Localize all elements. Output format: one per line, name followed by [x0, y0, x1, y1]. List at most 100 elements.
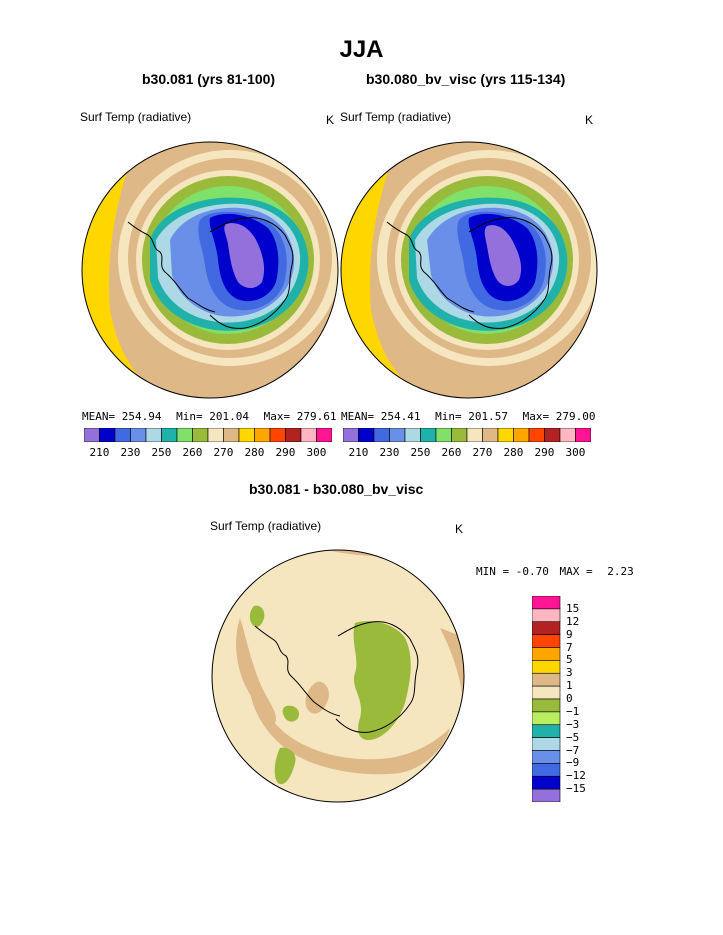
diff-polar-map	[211, 549, 465, 803]
diff-band-1-inland	[305, 681, 329, 714]
colorbar-cell	[532, 660, 561, 674]
panel-1-variable-label: Surf Temp (radiative)	[80, 110, 192, 124]
max-label: MAX =	[559, 565, 593, 578]
colorbar-cell	[532, 634, 561, 648]
colorbar-cell	[532, 711, 561, 726]
colorbar-tick-label: 250	[410, 446, 431, 459]
map-coastline	[254, 621, 419, 733]
diff-band-neg1-continent	[353, 621, 411, 741]
colorbar-cell	[559, 428, 576, 442]
colorbar-cell	[99, 428, 116, 442]
map-boundary	[211, 549, 465, 803]
colorbar-tick-label: 230	[379, 446, 400, 459]
colorbar-cell	[300, 428, 317, 442]
colorbar-cell	[532, 775, 561, 790]
colorbar-cell	[435, 428, 452, 442]
map-boundary	[81, 141, 339, 399]
colorbar-tick-label: 5	[566, 653, 573, 667]
mean-label: MEAN=	[341, 410, 375, 423]
diff-panel-subtitle: b30.081 - b30.080_bv_visc	[249, 481, 424, 497]
panel-1-units-label: K	[326, 113, 335, 127]
colorbar-tick-label: −9	[566, 756, 580, 770]
colorbar-cell	[451, 428, 468, 442]
mean-value: 254.41	[380, 410, 421, 423]
colorbar-cell	[238, 428, 255, 442]
colorbar-cell	[84, 428, 100, 442]
colorbar-tick-label: 7	[566, 640, 573, 654]
colorbar-cell	[358, 428, 375, 442]
colorbar-cell	[532, 788, 561, 802]
min-label: Min=	[176, 410, 203, 423]
diff-band-1-south	[249, 668, 450, 775]
diff-minmax: MIN = -0.70 MAX = 2.23	[476, 565, 634, 578]
colorbar-tick-label: −3	[566, 717, 580, 731]
colorbar-cell	[532, 621, 561, 635]
colorbar-tick-label: 15	[566, 601, 580, 615]
panel-2-subtitle: b30.080_bv_visc (yrs 115-134)	[366, 71, 566, 87]
colorbar-cell	[285, 428, 302, 442]
colorbar-cell	[513, 428, 530, 442]
colorbar-cell	[269, 428, 286, 442]
colorbar-tick-label: 290	[534, 446, 555, 459]
map-boundary	[340, 141, 598, 399]
min-label: MIN =	[476, 565, 510, 578]
colorbar-cell	[466, 428, 483, 442]
colorbar-tick-label: 270	[213, 446, 234, 459]
colorbar-tick-label: 250	[151, 446, 172, 459]
colorbar-tick-label: 9	[566, 627, 573, 641]
colorbar-tick-label: 300	[306, 446, 327, 459]
colorbar-tick-label: 280	[244, 446, 265, 459]
max-label: Max=	[522, 410, 550, 423]
diff-colorbar-ticks: 15 12 9 7 5 3 1 0 −1 −3 −5 −7 −9 −12 −15	[566, 596, 616, 802]
colorbar-cell	[532, 672, 561, 687]
panel-2-colorbar-ticks: 210 230 250 260 270 280 290 300	[343, 446, 593, 460]
colorbar-cell	[161, 428, 178, 442]
colorbar-cell	[532, 685, 561, 700]
panel-2-stats: MEAN= 254.41 Min= 201.57 Max= 279.00	[341, 410, 596, 423]
main-title: JJA	[339, 36, 384, 63]
colorbar-cell	[482, 428, 499, 442]
colorbar-cell	[544, 428, 561, 442]
colorbar-cell	[207, 428, 224, 442]
panel-1-stats: MEAN= 254.94 Min= 201.04 Max= 279.61	[82, 410, 337, 423]
colorbar-tick-label: 210	[348, 446, 369, 459]
map-band-210	[224, 223, 265, 288]
max-value: 279.61	[296, 410, 337, 423]
panel-2-variable-label: Surf Temp (radiative)	[340, 110, 452, 124]
diff-panel-units-label: K	[455, 522, 464, 536]
map-coastline	[386, 217, 553, 329]
colorbar-cell	[497, 428, 514, 442]
colorbar-cell	[130, 428, 147, 442]
diff-band-neg1-patch-a	[274, 747, 296, 785]
map-coastline	[127, 217, 294, 329]
colorbar-cell	[389, 428, 406, 442]
diff-band-neg1-patch-b	[249, 605, 265, 627]
colorbar-tick-label: 1	[566, 679, 573, 693]
colorbar-cell	[532, 750, 561, 764]
panel-2-colorbar	[343, 428, 591, 442]
colorbar-cell	[114, 428, 131, 442]
colorbar-cell	[532, 763, 561, 777]
panel-2-polar-map	[340, 141, 598, 399]
colorbar-tick-label: −7	[566, 743, 580, 757]
map-band-210	[484, 225, 522, 286]
colorbar-tick-label: −5	[566, 730, 580, 744]
colorbar-cell	[532, 724, 561, 738]
colorbar-cell	[404, 428, 421, 442]
panel-1-subtitle: b30.081 (yrs 81-100)	[142, 71, 276, 87]
colorbar-cell	[254, 428, 271, 442]
colorbar-cell	[176, 428, 193, 442]
colorbar-tick-label: 230	[120, 446, 141, 459]
colorbar-tick-label: 270	[472, 446, 493, 459]
panel-1-colorbar	[84, 428, 332, 442]
colorbar-tick-label: −1	[566, 704, 580, 718]
max-label: Max=	[263, 410, 291, 423]
colorbar-tick-label: 0	[566, 692, 573, 705]
colorbar-tick-label: 260	[441, 446, 462, 459]
colorbar-cell	[532, 698, 561, 713]
colorbar-cell	[420, 428, 437, 442]
colorbar-cell	[145, 428, 162, 442]
diff-band-neg1-patch-c	[282, 705, 300, 722]
mean-label: MEAN=	[82, 410, 116, 423]
colorbar-tick-label: 12	[566, 614, 580, 628]
